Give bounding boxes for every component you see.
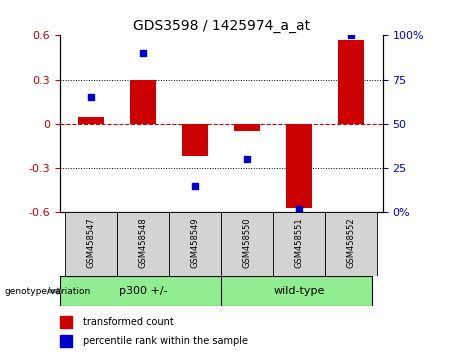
Text: p300 +/-: p300 +/- [119,286,167,296]
Bar [221,212,273,276]
Title: GDS3598 / 1425974_a_at: GDS3598 / 1425974_a_at [133,19,310,33]
Point [243,156,251,162]
Text: GSM458552: GSM458552 [347,218,356,268]
Point [296,206,303,212]
Point [88,95,95,100]
Bar [286,124,313,208]
Text: percentile rank within the sample: percentile rank within the sample [83,336,248,346]
Point [348,33,355,38]
Bar [78,116,104,124]
Text: GSM458549: GSM458549 [191,218,200,268]
Bar [182,124,208,156]
Bar [273,212,325,276]
Text: GSM458547: GSM458547 [87,218,96,268]
Bar [117,212,169,276]
Bar [234,124,260,131]
Bar [338,40,364,124]
Text: GSM458551: GSM458551 [295,218,304,268]
Point [192,183,199,189]
Text: transformed count: transformed count [83,317,173,327]
Bar [169,212,221,276]
Text: wild-type: wild-type [274,286,325,296]
Bar [60,316,71,328]
Text: GSM458548: GSM458548 [139,218,148,268]
Bar [130,80,156,124]
Text: GSM458550: GSM458550 [243,218,252,268]
Bar [60,335,71,347]
Bar [325,212,378,276]
Point [140,50,147,56]
Bar [65,212,117,276]
Text: genotype/variation: genotype/variation [5,287,91,296]
